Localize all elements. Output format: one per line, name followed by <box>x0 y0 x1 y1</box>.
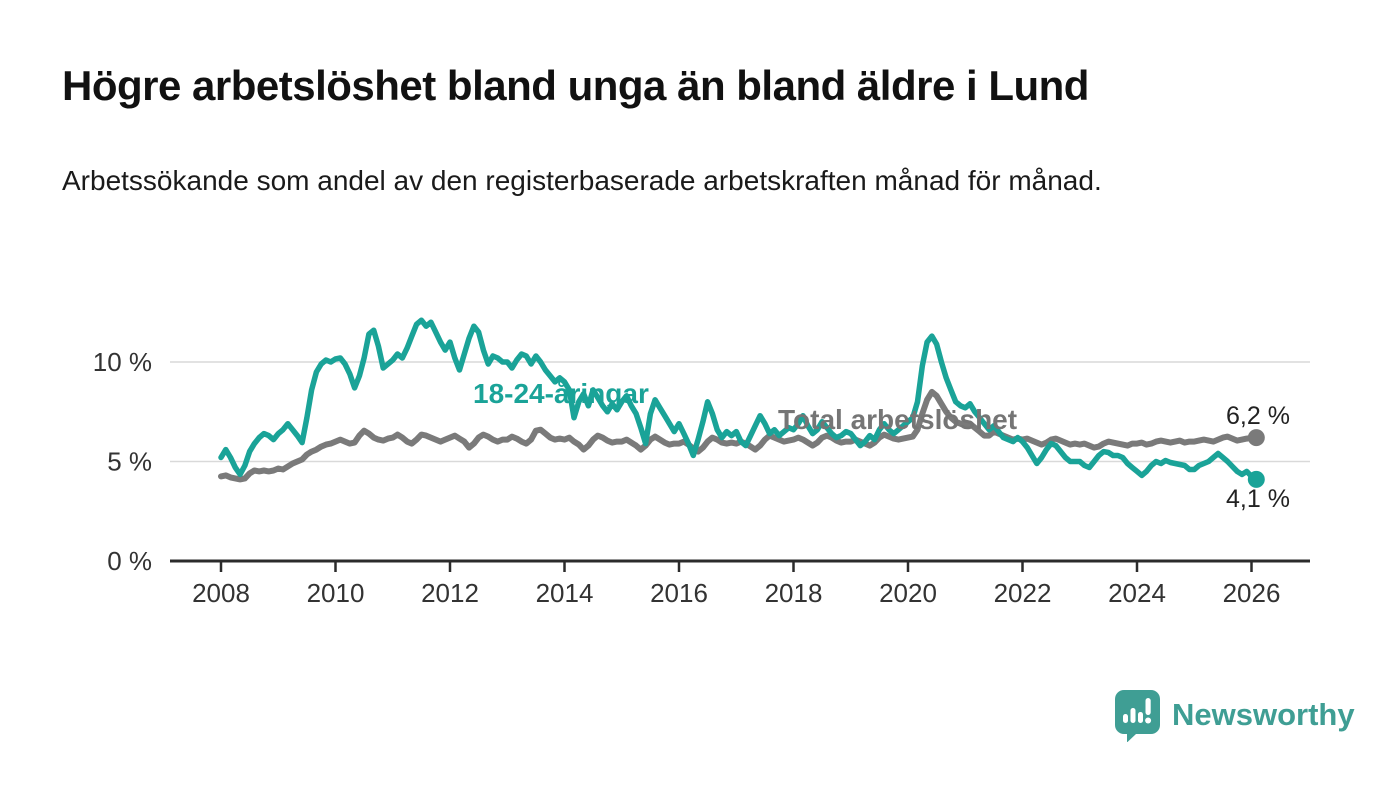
newsworthy-wordmark: Newsworthy <box>1172 697 1355 732</box>
page-title: Högre arbetslöshet bland unga än bland ä… <box>62 62 1089 109</box>
y-tick-label-0: 0 % <box>107 546 152 576</box>
end-value-label-total: 6,2 % <box>1226 402 1290 430</box>
newsworthy-bubble-chart-icon <box>1115 689 1160 742</box>
x-tick-label-2014: 2014 <box>536 578 594 608</box>
y-tick-label-5: 5 % <box>107 447 152 477</box>
x-tick-label-2024: 2024 <box>1108 578 1166 608</box>
series-label-young: 18-24-åringar <box>473 378 649 409</box>
x-tick-label-2016: 2016 <box>650 578 708 608</box>
x-tick-label-2020: 2020 <box>879 578 937 608</box>
x-tick-label-2026: 2026 <box>1223 578 1281 608</box>
series-end-dot-total <box>1247 429 1265 447</box>
x-tick-label-2018: 2018 <box>765 578 823 608</box>
series-label-total: Total arbetslöshet <box>778 404 1018 435</box>
series-line-young <box>218 317 1260 483</box>
x-tick-label-2010: 2010 <box>307 578 365 608</box>
x-tick-label-2022: 2022 <box>994 578 1052 608</box>
x-tick-label-2012: 2012 <box>421 578 479 608</box>
newsworthy-logo: Newsworthy <box>1114 688 1355 742</box>
end-value-label-young: 4,1 % <box>1226 485 1290 513</box>
x-tick-label-2008: 2008 <box>192 578 250 608</box>
series-end-dot-young <box>1247 470 1265 488</box>
y-tick-label-10: 10 % <box>93 347 152 377</box>
page-subtitle: Arbetssökande som andel av den registerb… <box>62 165 1102 196</box>
